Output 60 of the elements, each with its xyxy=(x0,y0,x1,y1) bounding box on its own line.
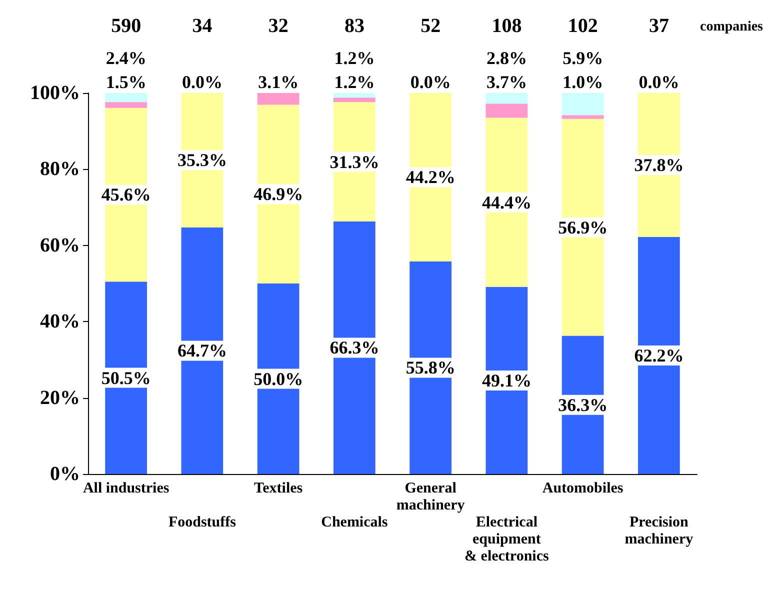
text: 32 xyxy=(268,15,288,37)
data-label: 1.2% xyxy=(334,72,375,92)
x-tick-label: Precision machinery xyxy=(624,514,694,548)
bar xyxy=(257,93,300,105)
data-label: 50.5% xyxy=(101,368,151,388)
data-label: 62.2% xyxy=(634,346,684,366)
data-label: 44.4% xyxy=(482,192,532,212)
data-label: 50.0% xyxy=(254,368,304,389)
y-tick-label: 60% xyxy=(40,234,80,256)
text: companies xyxy=(700,20,764,34)
bar xyxy=(486,104,528,118)
x-tick-label: Textiles xyxy=(254,480,303,496)
data-label: 0.0% xyxy=(410,72,451,92)
y-tick-label: 0% xyxy=(50,463,80,485)
y-tick-label: 80% xyxy=(40,158,80,180)
data-label: 5.9% xyxy=(562,48,604,68)
data-label: 66.3% xyxy=(330,338,380,358)
data-label: 2.8% xyxy=(486,48,527,68)
x-tick-label: Electrical equipment & electronics xyxy=(464,514,549,564)
text: 34 xyxy=(192,15,212,37)
data-label: 1.2% xyxy=(334,48,375,68)
data-label: 37.8% xyxy=(634,155,684,176)
x-tick-label: Foodstuffs xyxy=(168,514,236,530)
bar xyxy=(562,93,604,116)
data-label: 1.0% xyxy=(562,72,604,92)
bar xyxy=(105,102,147,108)
bar xyxy=(105,93,147,102)
data-label: 45.6% xyxy=(101,184,151,205)
data-label: 56.9% xyxy=(558,217,608,238)
text: 590 xyxy=(111,15,142,37)
data-label: 46.9% xyxy=(254,184,304,204)
text: 102 xyxy=(568,15,598,37)
bar xyxy=(486,93,528,104)
data-label: 44.2% xyxy=(406,167,456,188)
text: 83 xyxy=(344,15,364,37)
x-tick-label: General machinery xyxy=(396,480,466,514)
data-label: 36.3% xyxy=(558,394,608,415)
data-label: 35.3% xyxy=(177,150,227,170)
bar xyxy=(562,115,604,119)
y-tick-label: 40% xyxy=(40,310,80,333)
bar xyxy=(334,98,376,102)
data-label: 3.1% xyxy=(258,72,299,92)
text: 52 xyxy=(420,15,441,37)
x-tick-label: Chemicals xyxy=(321,514,388,530)
y-tick-label: 20% xyxy=(40,386,80,409)
data-label: 1.5% xyxy=(106,72,146,92)
data-label: 64.7% xyxy=(177,340,227,361)
data-label: 55.8% xyxy=(406,358,456,378)
data-label: 49.1% xyxy=(482,370,532,390)
data-label: 3.7% xyxy=(486,72,527,92)
data-label: 31.3% xyxy=(330,152,380,172)
x-tick-label: Automobiles xyxy=(542,480,624,496)
data-label: 2.4% xyxy=(106,48,146,68)
data-label: 0.0% xyxy=(182,72,222,92)
text: 37 xyxy=(648,15,669,37)
bar xyxy=(334,93,376,98)
x-tick-label: All industries xyxy=(82,480,170,496)
text: 108 xyxy=(492,15,522,37)
data-label: 0.0% xyxy=(638,72,680,92)
y-tick-label: 100% xyxy=(30,82,80,104)
